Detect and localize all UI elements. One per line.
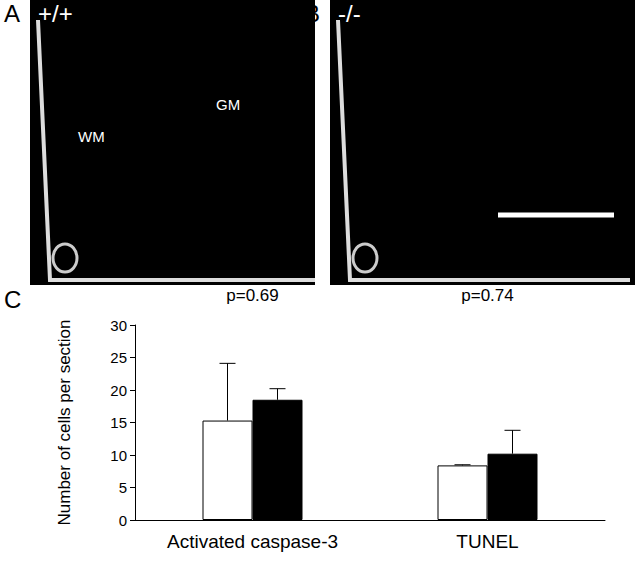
svg-text:5: 5 — [119, 479, 127, 496]
html-text:A: A — [4, 0, 20, 27]
html-text:WM: WM — [78, 128, 105, 145]
html-text:GM: GM — [216, 96, 241, 113]
html-text:B: B — [304, 0, 320, 27]
svg-text:p=0.69: p=0.69 — [226, 286, 278, 305]
svg-text:0: 0 — [119, 512, 127, 529]
svg-text:Number of cells per section: Number of cells per section — [55, 320, 74, 526]
svg-text:10: 10 — [110, 447, 127, 464]
svg-text:TUNEL: TUNEL — [456, 531, 518, 552]
svg-text:p=0.74: p=0.74 — [461, 286, 513, 305]
svg-text:Activated caspase-3: Activated caspase-3 — [167, 531, 338, 552]
svg-text:15: 15 — [110, 414, 127, 431]
svg-text:C: C — [4, 286, 21, 313]
svg-text:20: 20 — [110, 382, 127, 399]
svg-text:25: 25 — [110, 349, 127, 366]
svg-text:30: 30 — [110, 317, 127, 334]
